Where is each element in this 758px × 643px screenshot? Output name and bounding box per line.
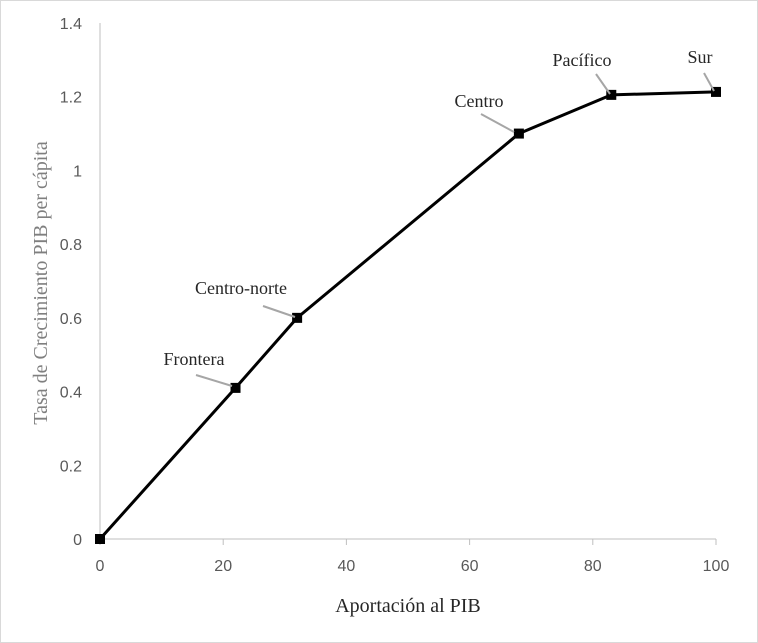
leader-line	[595, 73, 611, 95]
data-point-marker	[513, 128, 524, 139]
data-point-marker	[292, 312, 303, 323]
y-axis-title: Tasa de Crecimiento PIB per cápita	[30, 141, 52, 425]
x-tick-label: 0	[96, 558, 105, 575]
data-label: Pacífico	[553, 50, 612, 70]
series-group	[95, 86, 721, 544]
y-tick-label: 1.4	[60, 16, 82, 33]
data-point-marker	[711, 86, 721, 97]
y-tick-label: 1.2	[60, 90, 82, 107]
x-tick-label: 80	[584, 558, 602, 575]
data-label: Centro	[455, 91, 504, 111]
leader-line	[262, 305, 296, 318]
data-point-marker	[230, 382, 241, 393]
data-label: Centro-norte	[195, 278, 287, 298]
data-label: Sur	[687, 47, 712, 67]
y-tick-label: 0	[73, 532, 82, 549]
y-tick-label: 0.2	[60, 458, 82, 475]
y-tick-label: 0.4	[60, 385, 82, 402]
data-point-marker	[95, 534, 105, 544]
y-axis: 0 0.2 0.4 0.6 0.8 1 1.2 1.4	[60, 16, 101, 549]
y-tick-label: 1	[73, 163, 82, 180]
x-tick-label: 100	[703, 558, 730, 575]
x-axis: 0 20 40 60 80 100	[96, 538, 730, 575]
leader-line	[480, 113, 515, 133]
leader-line	[195, 374, 233, 387]
data-label: Frontera	[164, 349, 225, 369]
x-tick-label: 60	[461, 558, 479, 575]
annotations: Frontera Centro-norte Centro Pacífico Sur	[164, 47, 715, 387]
data-point-marker	[606, 89, 617, 100]
y-tick-label: 0.6	[60, 311, 82, 328]
x-axis-title: Aportación al PIB	[335, 595, 481, 617]
x-tick-label: 40	[338, 558, 356, 575]
x-tick-label: 20	[214, 558, 232, 575]
leader-line	[703, 72, 715, 92]
y-tick-label: 0.8	[60, 237, 82, 254]
series-line	[98, 90, 717, 541]
